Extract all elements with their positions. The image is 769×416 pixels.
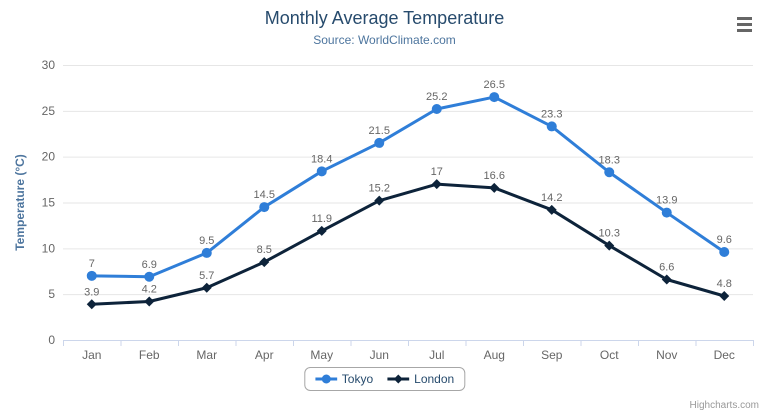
- x-axis-label: Nov: [656, 348, 677, 362]
- context-menu-icon[interactable]: [737, 17, 752, 35]
- data-point-london: [316, 225, 327, 236]
- data-point-london: [661, 274, 672, 285]
- y-axis-label: 5: [48, 287, 55, 301]
- data-point-tokyo: [144, 271, 155, 282]
- data-label: 11.9: [311, 213, 332, 225]
- chart-legend: Tokyo London: [303, 367, 466, 391]
- data-point-tokyo: [604, 167, 615, 178]
- data-point-tokyo: [719, 247, 730, 257]
- chart-title: Monthly Average Temperature: [264, 8, 505, 28]
- x-axis-label: Jul: [429, 348, 444, 362]
- data-point-tokyo: [431, 104, 442, 114]
- data-point-london: [431, 179, 442, 190]
- data-label: 21.5: [369, 125, 390, 137]
- x-axis-label: Sep: [541, 348, 563, 362]
- data-point-london: [201, 282, 212, 293]
- menu-bar: [737, 29, 752, 32]
- data-point-tokyo: [86, 270, 97, 281]
- data-label: 9.5: [199, 235, 214, 247]
- data-label: 15.2: [369, 183, 390, 195]
- chart-subtitle: Source: WorldClimate.com: [313, 33, 456, 47]
- menu-bar: [737, 17, 752, 20]
- data-label: 14.2: [541, 192, 562, 204]
- data-label: 5.7: [199, 270, 214, 282]
- x-axis-label: Jun: [370, 348, 389, 362]
- data-point-london: [546, 204, 557, 215]
- data-label: 8.5: [257, 244, 272, 256]
- y-axis-label: 10: [42, 241, 56, 255]
- data-label: 10.3: [599, 228, 620, 240]
- data-point-london: [144, 296, 155, 307]
- data-label: 23.3: [541, 108, 562, 120]
- y-axis-label: 20: [42, 150, 56, 164]
- data-label: 4.8: [717, 278, 732, 290]
- x-axis-label: Apr: [255, 348, 274, 362]
- data-label: 6.6: [659, 262, 674, 274]
- data-point-tokyo: [201, 247, 212, 258]
- series-line-london: [91, 182, 725, 306]
- data-point-london: [489, 182, 500, 193]
- data-point-london: [374, 195, 385, 206]
- legend-label: Tokyo: [341, 372, 374, 386]
- data-point-london: [604, 240, 615, 251]
- x-axis-label: Jan: [82, 348, 101, 362]
- data-label: 26.5: [484, 79, 505, 91]
- data-point-tokyo: [661, 207, 672, 218]
- data-label: 18.4: [311, 153, 332, 165]
- legend-item-london[interactable]: London: [387, 372, 454, 386]
- data-label: 16.6: [484, 170, 505, 182]
- y-axis-label: 30: [42, 58, 56, 72]
- y-axis-title: Temperature (°C): [13, 154, 27, 251]
- x-axis-label: Mar: [196, 348, 217, 362]
- data-label: 14.5: [254, 189, 275, 201]
- data-point-tokyo: [489, 92, 500, 103]
- data-point-tokyo: [259, 202, 270, 213]
- y-axis-label: 0: [48, 333, 55, 347]
- x-axis-label: Feb: [139, 348, 160, 362]
- series-line-tokyo: [91, 95, 726, 279]
- legend-label: London: [414, 372, 455, 386]
- data-label: 3.9: [84, 286, 99, 298]
- legend-item-tokyo[interactable]: Tokyo: [314, 372, 374, 386]
- data-label: 17: [431, 166, 443, 178]
- x-axis-label: Dec: [714, 348, 735, 362]
- y-axis-label: 25: [42, 104, 56, 118]
- data-point-london: [86, 299, 97, 310]
- legend-marker-diamond-icon: [387, 374, 410, 384]
- data-point-tokyo: [546, 121, 557, 132]
- data-point-london: [259, 257, 270, 268]
- data-label: 9.6: [717, 234, 732, 246]
- legend-marker-circle-icon: [314, 374, 337, 384]
- x-axis-label: Oct: [600, 348, 619, 362]
- data-point-tokyo: [316, 166, 327, 177]
- menu-bar: [737, 23, 752, 26]
- x-axis-label: May: [310, 348, 333, 362]
- data-label: 25.2: [426, 91, 447, 103]
- data-label: 13.9: [656, 195, 677, 207]
- data-label: 18.3: [599, 154, 620, 166]
- data-point-tokyo: [374, 137, 385, 148]
- highcharts-credits-link[interactable]: Highcharts.com: [689, 400, 759, 411]
- data-label: 7: [89, 258, 95, 270]
- data-label: 6.9: [142, 259, 157, 271]
- data-label: 4.2: [142, 284, 157, 296]
- x-axis-label: Aug: [484, 348, 505, 362]
- data-point-london: [719, 291, 730, 301]
- y-axis-label: 15: [42, 196, 56, 210]
